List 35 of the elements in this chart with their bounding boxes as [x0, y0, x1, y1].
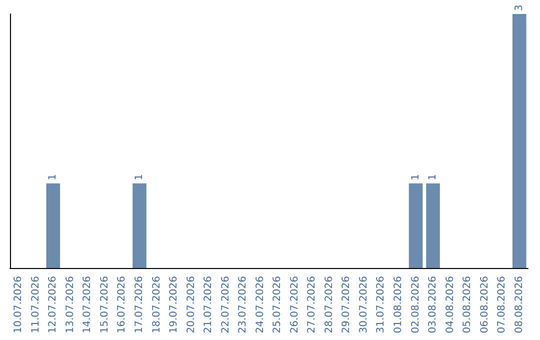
x-tick-label: 14.07.2026: [82, 276, 94, 334]
x-tick-label: 15.07.2026: [99, 276, 110, 334]
x-tick-label: 05.08.2026: [462, 276, 474, 334]
x-tick-label: 04.08.2026: [444, 276, 456, 334]
x-tick-label: 16.07.2026: [116, 276, 128, 334]
x-tick-label: 27.07.2026: [306, 276, 318, 334]
x-tick-label: 21.07.2026: [203, 276, 214, 334]
x-tick-label: 08.08.2026: [514, 276, 525, 334]
x-tick-label: 17.07.2026: [134, 276, 145, 334]
x-tick-label: 06.08.2026: [479, 276, 490, 334]
x-tick-label: 07.08.2026: [496, 276, 508, 334]
x-tick-label: 22.07.2026: [220, 276, 232, 334]
x-tick-label: 12.07.2026: [48, 276, 59, 334]
data-label: 1: [134, 174, 145, 180]
x-tick-label: 30.07.2026: [358, 276, 370, 334]
x-tick-label: 23.07.2026: [238, 276, 249, 334]
data-label: 1: [428, 174, 439, 180]
x-tick-label: 31.07.2026: [376, 276, 387, 334]
x-tick-label: 20.07.2026: [186, 276, 197, 334]
x-tick-label: 18.07.2026: [151, 276, 162, 334]
x-tick-label: 01.08.2026: [393, 276, 404, 334]
data-label: 3: [514, 4, 525, 11]
data-label: 1: [410, 174, 422, 180]
x-tick-label: 13.07.2026: [64, 276, 76, 334]
x-tick-label: 11.07.2026: [30, 276, 42, 334]
x-tick-label: 19.07.2026: [168, 276, 180, 334]
x-tick-label: 25.07.2026: [272, 276, 284, 334]
x-tick-label: 28.07.2026: [324, 276, 335, 334]
x-tick-label: 26.07.2026: [289, 276, 300, 334]
x-tick-label: 02.08.2026: [410, 276, 422, 334]
x-tick-label: 29.07.2026: [341, 276, 352, 334]
x-tick-label: 03.08.2026: [428, 276, 439, 334]
x-tick-label: 10.07.2026: [13, 276, 24, 334]
data-label: 1: [48, 174, 59, 180]
x-tick-label: 24.07.2026: [254, 276, 266, 334]
